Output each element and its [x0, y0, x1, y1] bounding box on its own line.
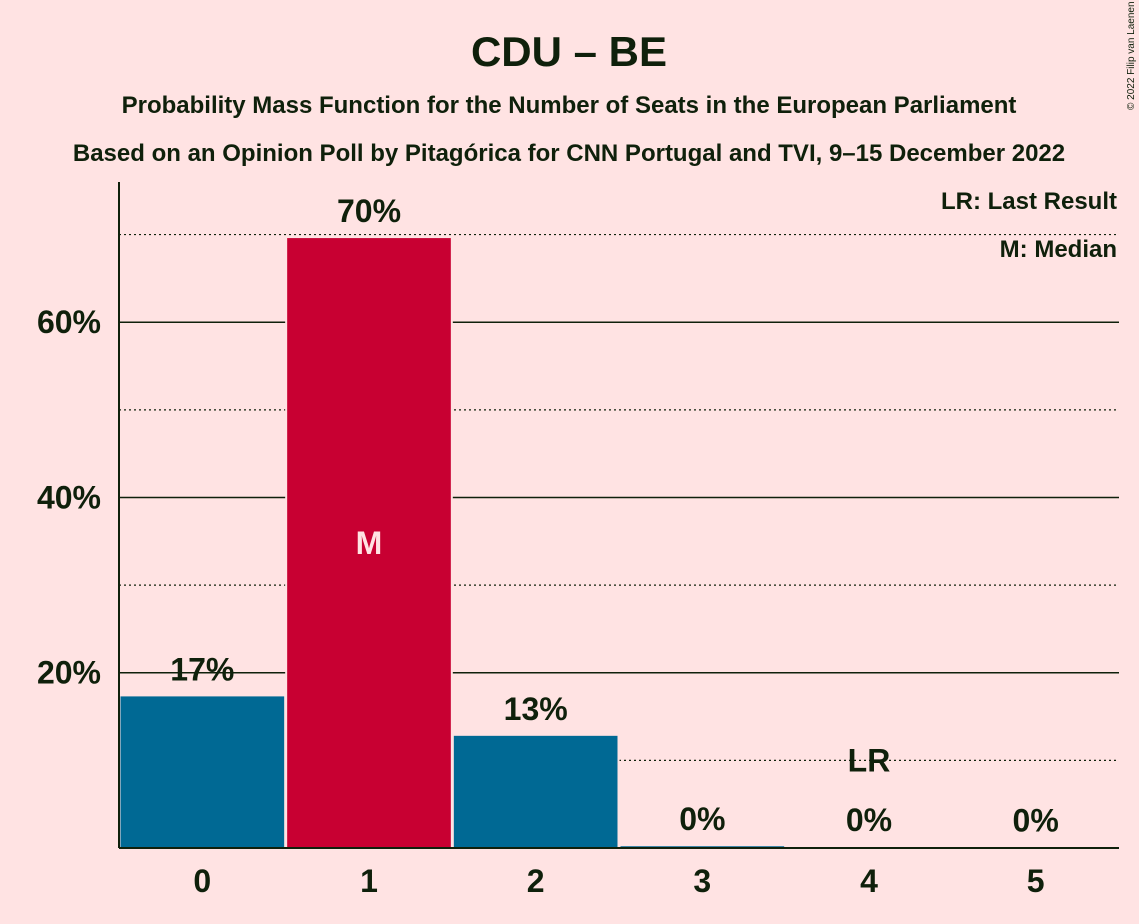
bars [118, 236, 1120, 848]
y-tick-label: 60% [37, 304, 101, 340]
legend-median: M: Median [1000, 236, 1117, 263]
bar-halo [618, 844, 787, 848]
x-tick-label: 2 [527, 863, 545, 899]
chart-subtitle-1: Probability Mass Function for the Number… [122, 92, 1017, 119]
bar-value-label: 17% [170, 651, 234, 687]
chart-title: CDU – BE [471, 28, 667, 75]
chart-subtitle-2: Based on an Opinion Poll by Pitagórica f… [73, 140, 1065, 167]
x-tick-label: 0 [193, 863, 211, 899]
bar-value-label: 13% [504, 691, 568, 727]
legend-last-result: LR: Last Result [941, 188, 1117, 215]
copyright-notice: © 2022 Filip van Laenen [1126, 1, 1137, 110]
y-tick-label: 40% [37, 479, 101, 515]
median-marker: M [356, 525, 383, 561]
last-result-marker: LR [848, 742, 891, 778]
y-tick-label: 20% [37, 655, 101, 691]
x-tick-label: 4 [860, 863, 878, 899]
bar-value-label: 0% [846, 802, 892, 838]
bar-halo [951, 845, 1120, 848]
bar-value-label: 70% [337, 193, 401, 229]
gridlines [119, 233, 1119, 761]
bar [453, 735, 618, 848]
x-tick-label: 1 [360, 863, 378, 899]
x-tick-label: 3 [693, 863, 711, 899]
bar [120, 696, 285, 848]
axes: 20% 40% 60% 0 1 2 3 4 5 [37, 182, 1119, 899]
bar-labels: 17% 70% M 13% 0% 0% LR 0% [170, 193, 1058, 838]
bar-value-label: 0% [679, 801, 725, 837]
x-tick-label: 5 [1027, 863, 1045, 899]
bar-value-label: 0% [1013, 803, 1059, 839]
bar [287, 238, 451, 848]
bar-halo [785, 845, 953, 848]
